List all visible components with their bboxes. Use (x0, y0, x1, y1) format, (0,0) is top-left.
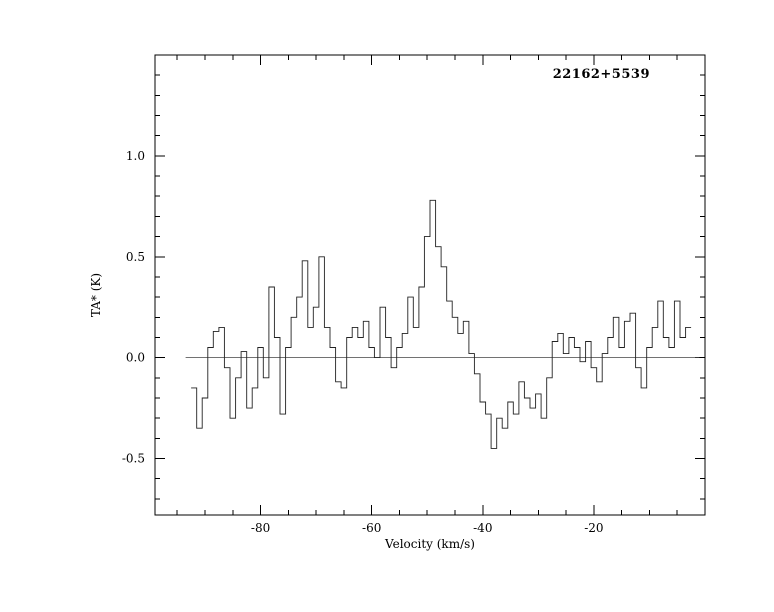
y-tick-labels: -0.5 0.0 0.5 1.0 (122, 149, 145, 466)
x-tick-labels: -80 -60 -40 -20 (251, 521, 604, 535)
spectrum-step-line (191, 199, 692, 449)
x-tick-label: -40 (473, 521, 492, 535)
y-tick-label: -0.5 (122, 452, 145, 466)
plot-frame (154, 54, 706, 516)
plot-layer (155, 55, 705, 515)
x-tick-label: -20 (584, 521, 603, 535)
y-axis-title: TA* (K) (89, 273, 103, 317)
x-axis-title: Velocity (km/s) (384, 537, 475, 551)
x-tick-label: -60 (362, 521, 381, 535)
x-tick-label: -80 (251, 521, 270, 535)
y-tick-label: 0.5 (126, 250, 145, 264)
y-tick-label: 1.0 (126, 149, 145, 163)
source-name-label: 22162+5539 (553, 67, 650, 82)
y-tick-label: 0.0 (126, 351, 145, 365)
